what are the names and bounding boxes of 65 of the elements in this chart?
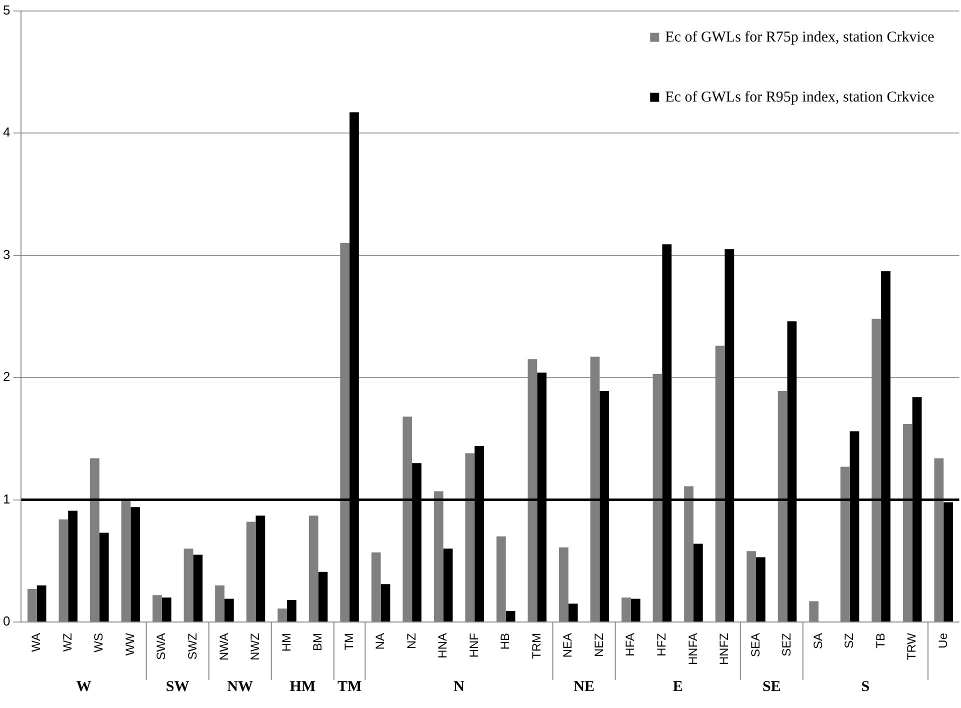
bar: [36, 585, 46, 622]
bar: [756, 557, 766, 622]
text: SW: [166, 678, 190, 695]
legend-label: Ec of GWLs for R95p index, station Crkvice: [665, 90, 935, 106]
x-tick-label: HB: [498, 632, 512, 650]
x-tick-label: NZ: [404, 632, 418, 649]
x-tick-label: SEZ: [780, 632, 794, 656]
x-tick-label: WA: [29, 632, 44, 652]
x-tick-label: TRM: [529, 632, 544, 659]
x-tick-label: TRW: [904, 632, 919, 660]
y-tick-label: 0: [2, 614, 10, 629]
bar: [506, 610, 516, 622]
x-tick-label: NEA: [560, 632, 575, 658]
x-tick-label: NWZ: [248, 632, 262, 660]
bar: [380, 584, 390, 622]
bar: [318, 572, 328, 622]
y-tick-label: 4: [2, 124, 10, 140]
x-tick-label: HFZ: [654, 632, 669, 656]
bar: [162, 598, 172, 622]
bar: [130, 507, 140, 622]
x-tick-label: SA: [810, 632, 825, 650]
x-tick-label: SEA: [748, 632, 762, 658]
x-tick-label: WZ: [60, 632, 74, 652]
bar: [287, 600, 296, 622]
bar: [443, 548, 453, 622]
x-tick-label: HNFA: [686, 632, 700, 666]
text: HM: [290, 678, 316, 695]
bar: [256, 516, 266, 622]
x-tick-label: NWA: [216, 632, 231, 661]
x-tick-label: NA: [373, 632, 388, 650]
x-tick-label: NEZ: [592, 632, 606, 657]
y-tick-label: 2: [2, 369, 10, 384]
x-tick-label: HFA: [623, 632, 638, 656]
y-tick-label: 3: [2, 246, 10, 262]
bar: [68, 510, 78, 622]
bar: [99, 532, 109, 622]
x-tick-label: HM: [279, 632, 294, 652]
x-tick-label: TB: [873, 632, 888, 648]
x-tick-label: SWZ: [186, 632, 200, 660]
bar: [193, 554, 203, 622]
text: N: [454, 678, 465, 695]
x-tick-label: SWA: [154, 632, 168, 660]
text: SE: [762, 678, 781, 695]
text: TM: [337, 678, 362, 695]
x-tick-label: SZ: [842, 632, 856, 648]
text: NW: [227, 678, 254, 695]
x-tick-label: TM: [342, 632, 356, 650]
bar: [224, 598, 234, 622]
x-tick-label: WW: [122, 632, 137, 656]
x-tick-label: Ue: [936, 632, 950, 648]
text: S: [861, 678, 870, 695]
x-tick-label: WS: [92, 632, 106, 652]
text: NE: [574, 678, 594, 695]
bar: [568, 604, 578, 622]
legend-label: Ec of GWLs for R75p index, station Crkvice: [665, 30, 935, 46]
y-tick-label: 5: [2, 2, 10, 18]
text: W: [76, 678, 92, 695]
x-tick-label: HNF: [466, 632, 481, 658]
bar: [630, 598, 640, 622]
bar: [693, 544, 703, 622]
x-tick-label: HNA: [436, 632, 450, 658]
text: E: [672, 678, 683, 695]
x-tick-label: BM: [310, 632, 325, 651]
x-tick-label: HNFZ: [717, 632, 732, 665]
y-tick-label: 1: [2, 491, 10, 506]
